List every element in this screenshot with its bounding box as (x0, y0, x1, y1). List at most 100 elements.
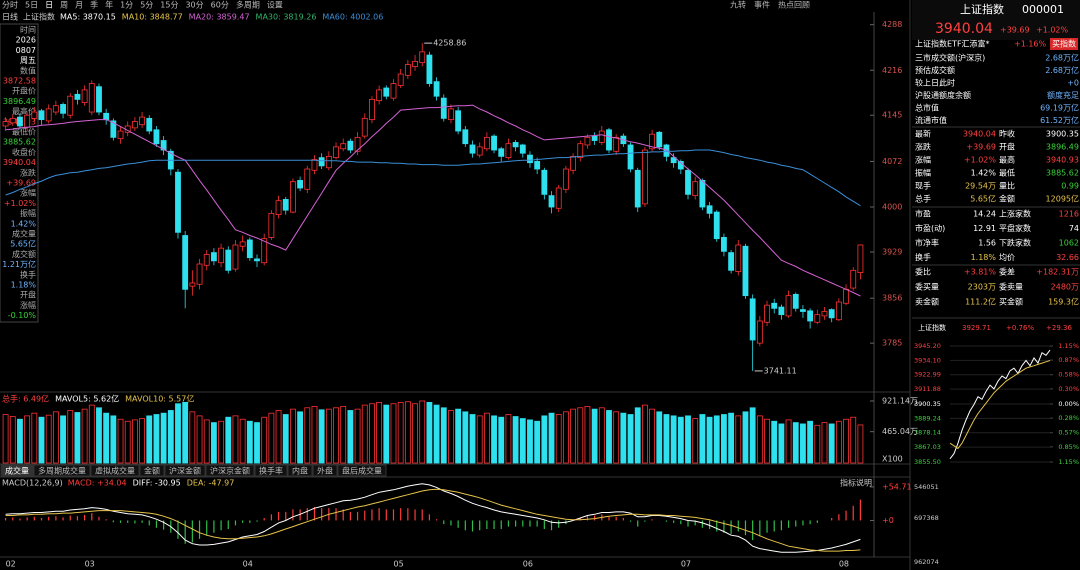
macd-legend: DEA: -47.97 (187, 479, 235, 488)
summary-value: 61.52万亿 (1040, 115, 1079, 125)
macd-note[interactable]: 指标说明 (840, 478, 872, 488)
stat-value: 74 (1069, 224, 1079, 233)
toolbar-tab[interactable]: 15分 (160, 1, 178, 10)
indicator-tab[interactable] (205, 464, 255, 477)
toolbar-tab[interactable]: 周 (60, 1, 68, 10)
candle-body (519, 144, 526, 154)
intraday-tick-label: 3945.20 (914, 342, 941, 350)
candle-body (699, 180, 706, 208)
macd-legend: DIFF: -30.95 (133, 479, 181, 488)
x-tick-label: 05 (393, 560, 403, 569)
candle-body (318, 157, 325, 167)
macd-title: MACD(12,26,9) (2, 479, 63, 488)
candle-body (756, 320, 763, 344)
candle-body (828, 309, 835, 319)
indicator-tab-label[interactable]: 盘后成交量 (342, 466, 382, 476)
stat-label: 开盘 (999, 142, 1015, 152)
candle-body (67, 95, 74, 116)
volume-bar (167, 410, 174, 464)
toolbar-tab[interactable]: 季 (90, 0, 98, 10)
indicator-tab[interactable] (0, 464, 34, 477)
volume-bar (562, 411, 569, 464)
toolbar-tab[interactable]: 事件 (754, 0, 770, 10)
volume-bar (311, 406, 318, 464)
indicator-tab-label[interactable]: 换手率 (259, 466, 283, 476)
volume-bar (38, 416, 45, 464)
indicator-tab-label[interactable]: 多周期成交量 (38, 466, 86, 476)
stat-label: 金额 (999, 194, 1015, 204)
stat-value: 3940.04 (963, 130, 996, 139)
ma-legend: MA5: 3870.15 (60, 13, 116, 22)
etf-name[interactable]: 上证指数ETF汇添富* (915, 39, 990, 49)
candle-body (254, 258, 260, 262)
toolbar-tab[interactable]: 月 (75, 1, 83, 10)
indicator-tab[interactable] (337, 464, 387, 477)
indicator-tab-label[interactable]: 金额 (144, 466, 160, 476)
candle-body (498, 148, 505, 157)
toolbar-tab[interactable]: 设置 (267, 0, 283, 10)
toolbar-tab[interactable]: 5分 (140, 1, 153, 10)
candle-body (390, 83, 397, 99)
toolbar-tab[interactable]: 热点回顾 (778, 0, 810, 10)
toolbar-tab[interactable]: 分时 (2, 0, 18, 10)
toolbar-tab[interactable]: 年 (105, 0, 113, 10)
toolbar-tab[interactable]: 30分 (185, 1, 203, 10)
info-panel-box (0, 23, 39, 323)
volume-bar (534, 420, 541, 464)
volume-bar (318, 409, 325, 464)
volume-bar (800, 423, 806, 464)
indicator-tab[interactable] (139, 464, 165, 477)
indicator-tab-label[interactable]: 沪深京金额 (210, 466, 250, 476)
candle-body (627, 144, 634, 170)
indicator-tab-label[interactable]: 外盘 (317, 466, 333, 476)
toolbar-tab[interactable]: 九转 (730, 0, 746, 10)
volume-bar (483, 412, 490, 464)
indicator-tab-label[interactable]: 虚拟成交量 (95, 466, 135, 476)
candle-body (433, 81, 440, 97)
candle-body (555, 187, 562, 209)
indicator-tab[interactable] (254, 464, 288, 477)
candle-body (139, 116, 145, 126)
toolbar-tab[interactable]: 日 (45, 1, 53, 10)
candle-body (225, 249, 232, 271)
indicator-tab[interactable] (33, 464, 91, 477)
volume-bar (476, 415, 483, 464)
intraday-price: 3929.71 (962, 324, 991, 332)
volume-bar (146, 415, 153, 464)
volume-bar (203, 419, 210, 464)
volume-bar (304, 407, 311, 464)
volume-bar (663, 414, 670, 464)
candle-body (74, 93, 81, 100)
volume-bar (282, 414, 289, 464)
indicator-tab[interactable] (287, 464, 313, 477)
volume-bar (175, 403, 181, 464)
indicator-tab-label[interactable]: 沪深金额 (169, 466, 201, 476)
volume-bar (541, 415, 548, 464)
candle-body (742, 245, 749, 297)
buy-button-label[interactable]: 买指数 (1052, 39, 1076, 49)
buy-button[interactable] (1050, 38, 1078, 50)
candle-body (505, 143, 512, 159)
indicator-tab[interactable] (312, 464, 338, 477)
stat-label: 买金额 (999, 297, 1023, 307)
toolbar-tab[interactable]: 1分 (120, 1, 133, 10)
volume-bar (613, 411, 620, 464)
volume-bar (627, 414, 634, 464)
info-item: 成交量 (12, 229, 36, 239)
stat-label: 市盈 (915, 209, 931, 219)
toolbar-tab[interactable]: 60分 (211, 1, 229, 10)
candle-body (232, 244, 239, 270)
indicator-tab-label[interactable]: 内盘 (292, 466, 308, 476)
summary-label: 总市值 (915, 103, 939, 113)
toolbar-tab[interactable]: 5日 (25, 1, 38, 10)
indicator-tab-label[interactable]: 成交量 (5, 466, 29, 476)
stat-label: 委买量 (915, 282, 939, 292)
toolbar-tab[interactable]: 多周期 (236, 0, 260, 10)
candle-body (713, 211, 720, 240)
volume-bar (756, 415, 763, 464)
volume-bar (440, 407, 447, 464)
volume-bar (634, 407, 641, 464)
indicator-tab[interactable] (164, 464, 206, 477)
indicator-tab[interactable] (90, 464, 140, 477)
info-item: 振幅 (20, 208, 36, 218)
